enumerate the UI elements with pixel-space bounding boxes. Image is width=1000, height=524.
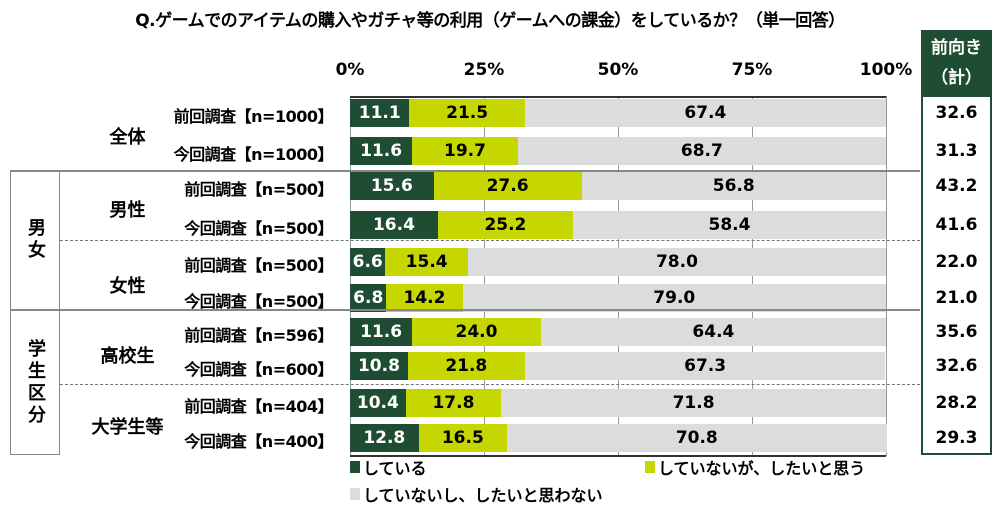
group-label: 男女 — [10, 170, 60, 310]
category-label: 大学生等 — [91, 417, 164, 438]
bar-segment: 56.8 — [581, 172, 886, 200]
legend-label: している — [363, 459, 427, 478]
bar-segment: 27.6 — [433, 172, 582, 200]
category-label: 男性 — [109, 200, 146, 221]
total-value: 22.0 — [935, 252, 978, 272]
gridline — [886, 96, 887, 456]
bar-segment: 24.0 — [412, 318, 541, 346]
row-label: 今回調査【n=400】 — [184, 432, 333, 451]
total-value: 31.3 — [935, 141, 978, 161]
category-label: 高校生 — [100, 346, 155, 367]
bar-segment: 11.6 — [350, 137, 413, 165]
bar-segment: 15.4 — [385, 248, 468, 276]
gridline — [618, 96, 619, 456]
bar-segment: 21.5 — [409, 99, 525, 127]
group-divider — [10, 170, 920, 172]
bar-segment: 79.0 — [462, 284, 886, 312]
bar-segment: 67.3 — [524, 352, 886, 380]
legend-swatch — [350, 488, 360, 500]
bar-segment: 67.4 — [524, 99, 886, 127]
row-label: 前回調査【n=1000】 — [173, 107, 334, 126]
bar-segment: 10.8 — [350, 352, 408, 380]
legend-item-0: している — [350, 455, 427, 479]
legend-label: していないし、したいと思わない — [363, 486, 603, 505]
bar-segment: 58.4 — [572, 211, 886, 239]
group-divider-dashed — [60, 240, 920, 241]
bar-segment: 12.8 — [350, 424, 419, 452]
bar-segment: 16.5 — [418, 424, 508, 452]
legend-swatch — [350, 461, 360, 473]
bar-segment: 17.8 — [405, 389, 502, 417]
total-value: 21.0 — [935, 288, 978, 308]
bar-segment: 68.7 — [517, 137, 886, 165]
bar-segment: 6.6 — [350, 248, 386, 276]
gridline — [752, 96, 753, 456]
total-value: 29.3 — [935, 428, 978, 448]
row-label: 前回調査【n=596】 — [184, 326, 333, 345]
row-label: 今回調査【n=500】 — [184, 292, 333, 311]
row-label: 今回調査【n=600】 — [184, 360, 333, 379]
total-value: 35.6 — [935, 322, 978, 342]
side-header-line1: 前向き — [931, 38, 982, 58]
bar-segment: 78.0 — [467, 248, 886, 276]
row-label: 前回調査【n=500】 — [184, 256, 333, 275]
axis-bottom-line — [350, 455, 886, 457]
bar-segment: 16.4 — [350, 211, 438, 239]
bar-segment: 25.2 — [437, 211, 573, 239]
axis-tick-label: 25% — [463, 60, 505, 80]
side-header: 前向き （計） — [921, 30, 992, 96]
group-label: 学生区分 — [10, 310, 60, 455]
bar-segment: 64.4 — [540, 318, 886, 346]
bar-segment: 71.8 — [501, 389, 886, 417]
bar-segment: 14.2 — [386, 284, 463, 312]
chart-title: Q.ゲームでのアイテムの購入やガチャ等の利用（ゲームへの課金）をしているか？（単… — [135, 11, 845, 31]
group-divider — [10, 309, 920, 311]
bar-segment: 6.8 — [350, 284, 387, 312]
row-label: 前回調査【n=500】 — [184, 180, 333, 199]
category-label: 女性 — [109, 276, 146, 297]
bar-segment: 15.6 — [350, 172, 434, 200]
axis-tick-label: 50% — [597, 60, 639, 80]
bar-segment: 11.1 — [350, 99, 410, 127]
total-value: 28.2 — [935, 393, 978, 413]
row-label: 前回調査【n=404】 — [184, 397, 333, 416]
bar-segment: 21.8 — [407, 352, 525, 380]
legend-swatch — [645, 461, 655, 473]
bar-segment: 11.6 — [350, 318, 413, 346]
total-value: 41.6 — [935, 215, 978, 235]
category-label: 全体 — [109, 127, 146, 148]
bar-segment: 19.7 — [412, 137, 518, 165]
axis-tick-label: 75% — [731, 60, 773, 80]
group-divider-dashed — [60, 384, 920, 385]
total-value: 43.2 — [935, 176, 978, 196]
row-label: 今回調査【n=1000】 — [173, 145, 334, 164]
axis-tick-label: 100% — [859, 60, 913, 80]
row-label: 今回調査【n=500】 — [184, 219, 333, 238]
side-total-box — [921, 95, 992, 455]
gridline — [350, 96, 351, 456]
legend-label: していないが、したいと思う — [658, 459, 866, 478]
side-header-line2: （計） — [931, 68, 982, 88]
total-value: 32.6 — [935, 356, 978, 376]
legend-item-1: していないが、したいと思う — [645, 455, 865, 479]
gridline — [484, 96, 485, 456]
bar-segment: 10.4 — [350, 389, 406, 417]
total-value: 32.6 — [935, 103, 978, 123]
legend-item-2: していないし、したいと思わない — [350, 482, 603, 506]
bar-segment: 70.8 — [507, 424, 887, 452]
axis-tick-label: 0% — [335, 60, 365, 80]
axis-top-line — [350, 96, 886, 98]
